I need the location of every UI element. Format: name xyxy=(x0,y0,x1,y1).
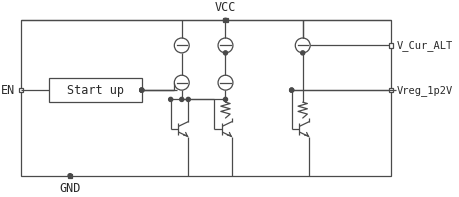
Circle shape xyxy=(168,97,172,101)
Circle shape xyxy=(68,174,72,178)
Circle shape xyxy=(289,88,293,92)
Text: VCC: VCC xyxy=(214,1,235,14)
Circle shape xyxy=(223,18,227,22)
Bar xyxy=(388,43,392,47)
Circle shape xyxy=(174,38,189,53)
Circle shape xyxy=(174,75,189,90)
Text: Start up: Start up xyxy=(67,84,123,97)
Bar xyxy=(223,18,227,22)
Circle shape xyxy=(140,88,144,92)
Circle shape xyxy=(295,38,309,53)
Text: EN: EN xyxy=(1,84,15,97)
Text: GND: GND xyxy=(59,182,81,195)
Circle shape xyxy=(289,88,293,92)
Bar xyxy=(19,88,23,92)
Circle shape xyxy=(218,75,232,90)
Circle shape xyxy=(300,51,304,55)
Circle shape xyxy=(218,38,232,53)
Circle shape xyxy=(223,51,227,55)
Circle shape xyxy=(140,88,144,92)
Circle shape xyxy=(140,88,144,92)
Circle shape xyxy=(223,97,227,101)
Circle shape xyxy=(186,97,190,101)
Bar xyxy=(49,78,141,102)
Circle shape xyxy=(179,97,184,101)
Bar xyxy=(68,174,72,178)
Text: Vreg_1p2V: Vreg_1p2V xyxy=(396,85,452,96)
Bar xyxy=(388,88,392,92)
Text: V_Cur_ALT: V_Cur_ALT xyxy=(396,40,452,51)
Bar xyxy=(21,20,390,176)
